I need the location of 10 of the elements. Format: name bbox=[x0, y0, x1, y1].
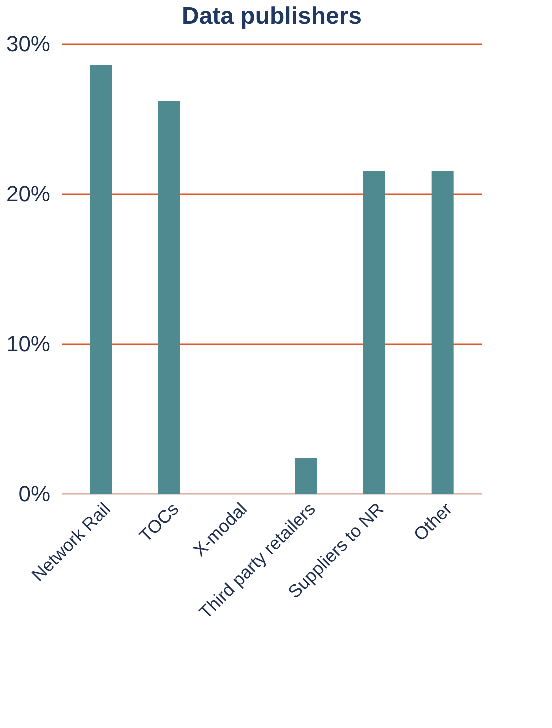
y-tick-label: 10% bbox=[6, 332, 50, 356]
y-tick-label: 0% bbox=[18, 482, 50, 506]
bar bbox=[90, 65, 112, 494]
y-tick-label: 30% bbox=[6, 32, 50, 56]
bar bbox=[364, 172, 386, 494]
bar bbox=[432, 172, 454, 494]
chart-title: Data publishers bbox=[182, 3, 362, 30]
bar bbox=[295, 458, 318, 494]
y-tick-label: 20% bbox=[6, 182, 50, 206]
bar bbox=[158, 101, 180, 494]
